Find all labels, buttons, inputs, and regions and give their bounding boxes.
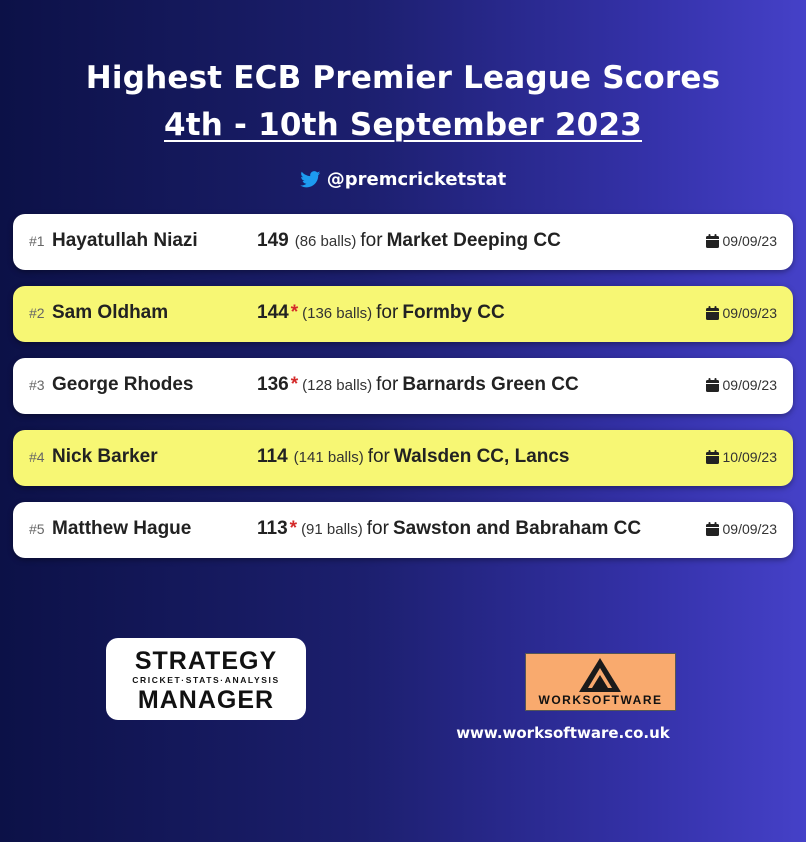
- team-name: Barnards Green CC: [402, 374, 579, 395]
- calendar-icon: [705, 378, 719, 392]
- for-label: for: [366, 518, 389, 539]
- rank: #4: [29, 449, 45, 465]
- not-out-marker: *: [290, 302, 299, 323]
- score-line: 114 (141 balls) for Walsden CC, Lancs: [257, 446, 570, 468]
- match-date: 09/09/23: [705, 377, 778, 393]
- rank: #1: [29, 233, 45, 249]
- team-name: Walsden CC, Lancs: [393, 446, 570, 467]
- not-out-marker: *: [289, 518, 298, 539]
- balls-faced: (91 balls): [301, 521, 363, 538]
- runs: 113: [257, 518, 288, 539]
- runs: 144: [257, 302, 289, 323]
- for-label: for: [360, 230, 383, 251]
- strategy-logo-bottom: MANAGER: [137, 686, 275, 714]
- for-label: for: [376, 302, 399, 323]
- twitter-icon: [300, 171, 321, 188]
- score-row-1: #1 Hayatullah Niazi 149 (86 balls) for Mark…: [13, 214, 793, 270]
- twitter-handle-text: @premcricketstat: [326, 169, 507, 190]
- balls-faced: (86 balls): [294, 233, 357, 250]
- score-row-2: #2 Sam Oldham 144 * (136 balls) for Formby C…: [13, 286, 793, 342]
- title-line-2: 4th - 10th September 2023: [164, 107, 642, 143]
- calendar-icon: [705, 522, 719, 536]
- match-date: 09/09/23: [705, 305, 778, 321]
- calendar-icon: [705, 450, 719, 464]
- player-name: Hayatullah Niazi: [52, 230, 198, 251]
- score-line: 149 (86 balls) for Market Deeping CC: [257, 230, 561, 252]
- calendar-icon: [705, 306, 719, 320]
- score-line: 144 * (136 balls) for Formby CC: [257, 302, 505, 324]
- strategy-logo-tagline: CRICKET·STATS·ANALYSIS: [132, 675, 280, 685]
- worksoftware-logo[interactable]: WORKSOFTWARE: [525, 653, 676, 711]
- player-name: Sam Oldham: [52, 302, 169, 323]
- rank: #2: [29, 305, 45, 321]
- match-date: 09/09/23: [705, 521, 778, 537]
- score-row-5: #5 Matthew Hague 113 * (91 balls) for Sawsto…: [13, 502, 793, 558]
- strategy-logo-top: STRATEGY: [134, 647, 278, 675]
- for-label: for: [367, 446, 390, 467]
- player-name: Matthew Hague: [52, 518, 192, 539]
- balls-faced: (128 balls): [302, 377, 373, 394]
- match-date: 10/09/23: [705, 449, 778, 465]
- calendar-icon: [705, 234, 719, 248]
- score-row-4: #4 Nick Barker 114 (141 balls) for Walsden …: [13, 430, 793, 486]
- title-line-1: Highest ECB Premier League Scores: [85, 60, 721, 96]
- rank: #3: [29, 377, 45, 393]
- worksoftware-logo-text: WORKSOFTWARE: [538, 693, 663, 707]
- date-text: 09/09/23: [722, 377, 778, 393]
- not-out-marker: *: [290, 374, 299, 395]
- date-text: 09/09/23: [722, 305, 778, 321]
- date-text: 09/09/23: [722, 521, 778, 537]
- match-date: 09/09/23: [705, 233, 778, 249]
- team-name: Sawston and Babraham CC: [392, 518, 642, 539]
- team-name: Market Deeping CC: [386, 230, 561, 251]
- balls-faced: (136 balls): [302, 305, 373, 322]
- score-row-3: #3 George Rhodes 136 * (128 balls) for Barna…: [13, 358, 793, 414]
- twitter-handle[interactable]: @premcricketstat: [0, 169, 806, 190]
- worksoftware-triangle-icon: [579, 658, 621, 692]
- website-link[interactable]: www.worksoftware.co.uk: [456, 724, 670, 742]
- score-line: 113 * (91 balls) for Sawston and Babraham CC: [257, 518, 641, 540]
- player-name: George Rhodes: [52, 374, 194, 395]
- rank: #5: [29, 521, 45, 537]
- team-name: Formby CC: [402, 302, 505, 323]
- date-text: 10/09/23: [722, 449, 778, 465]
- date-text: 09/09/23: [722, 233, 778, 249]
- runs: 114: [257, 446, 288, 467]
- for-label: for: [376, 374, 399, 395]
- balls-faced: (141 balls): [293, 449, 364, 466]
- score-line: 136 * (128 balls) for Barnards Green CC: [257, 374, 579, 396]
- runs: 136: [257, 374, 289, 395]
- strategy-manager-logo[interactable]: STRATEGY CRICKET·STATS·ANALYSIS MANAGER: [106, 638, 306, 720]
- runs: 149: [257, 230, 289, 251]
- player-name: Nick Barker: [52, 446, 158, 467]
